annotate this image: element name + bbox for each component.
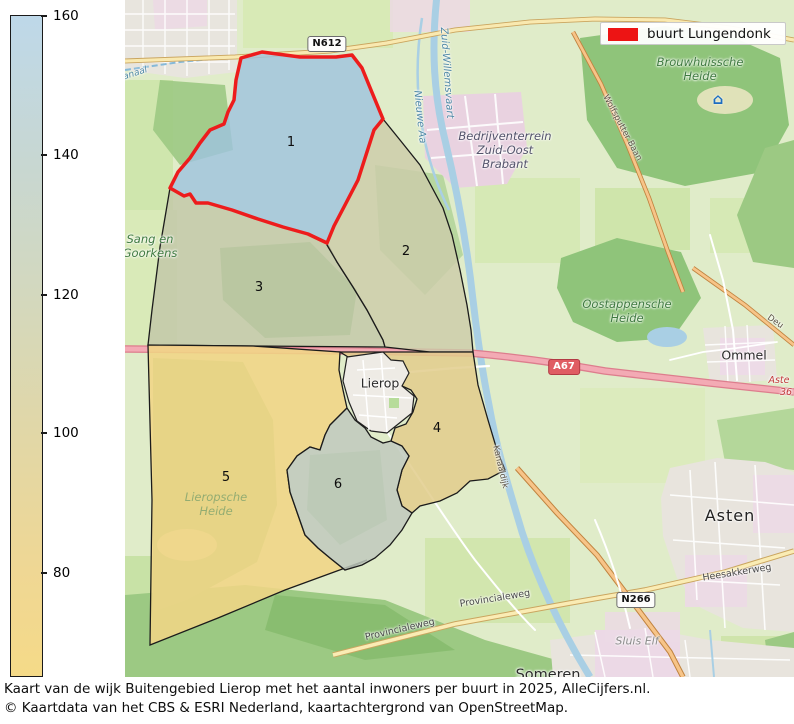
colorbar-tick bbox=[41, 572, 47, 574]
kanaal-line bbox=[125, 55, 244, 71]
lierop-town-patch bbox=[342, 351, 415, 434]
legend-box: buurt Lungendonk bbox=[600, 22, 786, 45]
road-provincialeweg bbox=[332, 548, 794, 658]
road-deurneseweg bbox=[691, 266, 794, 347]
colorbar-tick-label: 80 bbox=[53, 565, 71, 581]
street-grid bbox=[704, 324, 776, 384]
zuid-willemsvaart-canal bbox=[430, 0, 593, 677]
colorbar-tick bbox=[41, 432, 47, 434]
street-grid bbox=[569, 627, 791, 677]
colorbar-tick bbox=[41, 294, 47, 296]
colorbar-gradient bbox=[10, 15, 43, 677]
caption-attribution: © Kaartdata van het CBS & ESRI Nederland… bbox=[4, 700, 569, 716]
lake bbox=[647, 327, 687, 347]
colorbar-tick bbox=[41, 15, 47, 17]
map-canvas: Brouwhuissche Heide Bedrijventerrein Zui… bbox=[125, 0, 794, 677]
colorbar-tick bbox=[41, 154, 47, 156]
map-base-graphics bbox=[125, 0, 794, 677]
street-grid bbox=[669, 461, 794, 631]
road-wolfsputter-baan bbox=[571, 30, 686, 293]
field-patch bbox=[475, 178, 580, 263]
colorbar-tick-label: 100 bbox=[53, 425, 79, 441]
forest-patch bbox=[265, 595, 455, 660]
field-patch bbox=[425, 538, 570, 623]
sand-patch bbox=[697, 86, 753, 114]
caption-title: Kaart van de wijk Buitengebied Lierop me… bbox=[4, 681, 651, 697]
colorbar-tick-label: 140 bbox=[53, 147, 79, 163]
region-6 bbox=[286, 406, 413, 571]
colorbar-tick-label: 160 bbox=[53, 8, 79, 24]
region-1-highlighted bbox=[168, 50, 385, 245]
nieuwe-aa-stream bbox=[416, 17, 451, 211]
legend-swatch-red bbox=[608, 28, 638, 41]
colorbar-tick-label: 120 bbox=[53, 287, 79, 303]
forest-patch bbox=[717, 408, 794, 470]
field-patch bbox=[243, 0, 393, 48]
forest-patch bbox=[737, 140, 794, 268]
hut-icon: ⌂ bbox=[712, 90, 724, 108]
street-grid bbox=[125, 0, 237, 76]
stream bbox=[709, 629, 715, 677]
forest-brouwhuissche bbox=[580, 26, 789, 186]
legend-label: buurt Lungendonk bbox=[647, 26, 771, 42]
urban-pink-patch bbox=[390, 0, 470, 32]
urban-pink-patch bbox=[153, 0, 207, 30]
field-patch bbox=[595, 188, 690, 250]
forest-oostappensche bbox=[557, 238, 701, 342]
